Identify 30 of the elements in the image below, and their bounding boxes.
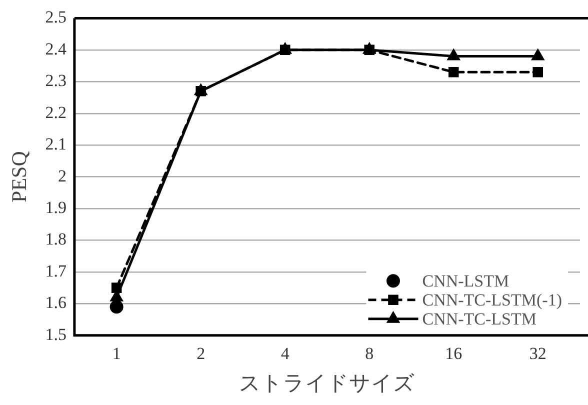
x-tick-label: 4 (280, 344, 290, 364)
y-tick-label: 1.8 (45, 230, 66, 249)
legend-label: CNN-TC-LSTM(-1) (422, 290, 562, 310)
y-tick-label: 2 (58, 166, 66, 186)
x-tick-label: 1 (112, 344, 121, 364)
y-tick-label: 1.9 (45, 198, 66, 217)
point (280, 44, 290, 56)
y-axis-title: PESQ (7, 151, 32, 202)
y-tick-label: 1.6 (45, 293, 66, 312)
point (448, 50, 460, 60)
x-tick-label: 32 (529, 344, 546, 364)
y-tick-label: 2.1 (45, 134, 66, 154)
legend-label: CNN-LSTM (422, 271, 510, 290)
legend-label: CNN-TC-LSTM (422, 309, 537, 328)
point (448, 66, 459, 78)
y-tick-label: 2.2 (45, 102, 66, 122)
y-tick-label: 2.4 (45, 39, 67, 58)
y-tick-label: 1.7 (45, 261, 67, 280)
point (532, 50, 544, 60)
y-tick-label: 2.3 (45, 71, 66, 90)
y-tick-label: 1.5 (45, 324, 66, 344)
point (111, 282, 122, 293)
point (110, 300, 124, 314)
point (532, 66, 544, 78)
x-tick-label: 16 (445, 344, 462, 364)
x-axis-title: ストライドサイズ (239, 370, 416, 395)
x-tick-label: 8 (365, 344, 374, 364)
y-tick-label: 2.5 (45, 8, 66, 27)
x-tick-label: 2 (196, 344, 206, 364)
point (364, 44, 374, 56)
